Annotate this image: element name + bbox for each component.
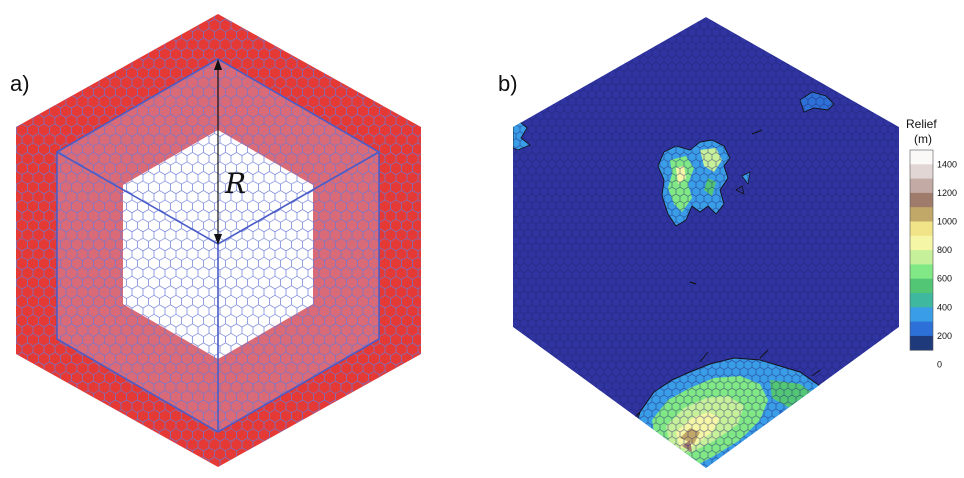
colorbar-swatch — [910, 307, 933, 322]
colorbar-tick-label: 400 — [937, 302, 952, 312]
colorbar-title-line1: Relief — [906, 117, 937, 131]
colorbar-tick-label: 200 — [937, 331, 952, 341]
colorbar-swatch — [910, 192, 933, 208]
colorbar-swatch — [910, 164, 933, 179]
colorbar-swatch — [910, 235, 933, 251]
colorbar: Relief (m) 1400 1200 1000 800 600 400 200 0 — [906, 117, 957, 370]
radius-arrow — [214, 59, 222, 245]
colorbar-tick-label: 600 — [937, 274, 952, 284]
colorbar-swatch — [910, 293, 933, 308]
colorbar-swatch — [910, 264, 933, 280]
colorbar-ticks: 1400 1200 1000 800 600 400 200 0 — [937, 159, 957, 369]
colorbar-swatches — [909, 149, 934, 351]
colorbar-swatch — [910, 221, 933, 237]
radius-label: R — [224, 167, 246, 200]
colorbar-swatch — [910, 250, 933, 265]
colorbar-tick-label: 800 — [937, 245, 952, 255]
panel-a-label: a) — [10, 71, 30, 96]
panel-a: a) R — [10, 14, 421, 467]
hex-grid-overlay-b — [513, 17, 899, 468]
colorbar-tick-label: 1200 — [937, 188, 957, 198]
colorbar-tick-label: 1400 — [937, 159, 957, 169]
colorbar-swatch — [910, 335, 933, 351]
panel-b-label: b) — [498, 71, 518, 96]
colorbar-swatch — [910, 150, 933, 165]
colorbar-swatch — [910, 207, 933, 222]
colorbar-swatch — [910, 178, 933, 194]
colorbar-frame — [909, 149, 934, 351]
colorbar-tick-label: 1000 — [937, 217, 957, 227]
panel-b: b) — [498, 17, 957, 468]
colorbar-swatch — [910, 321, 933, 337]
colorbar-tick-label: 0 — [937, 360, 942, 370]
colorbar-title-line2: (m) — [914, 132, 932, 146]
colorbar-swatch — [910, 278, 933, 294]
